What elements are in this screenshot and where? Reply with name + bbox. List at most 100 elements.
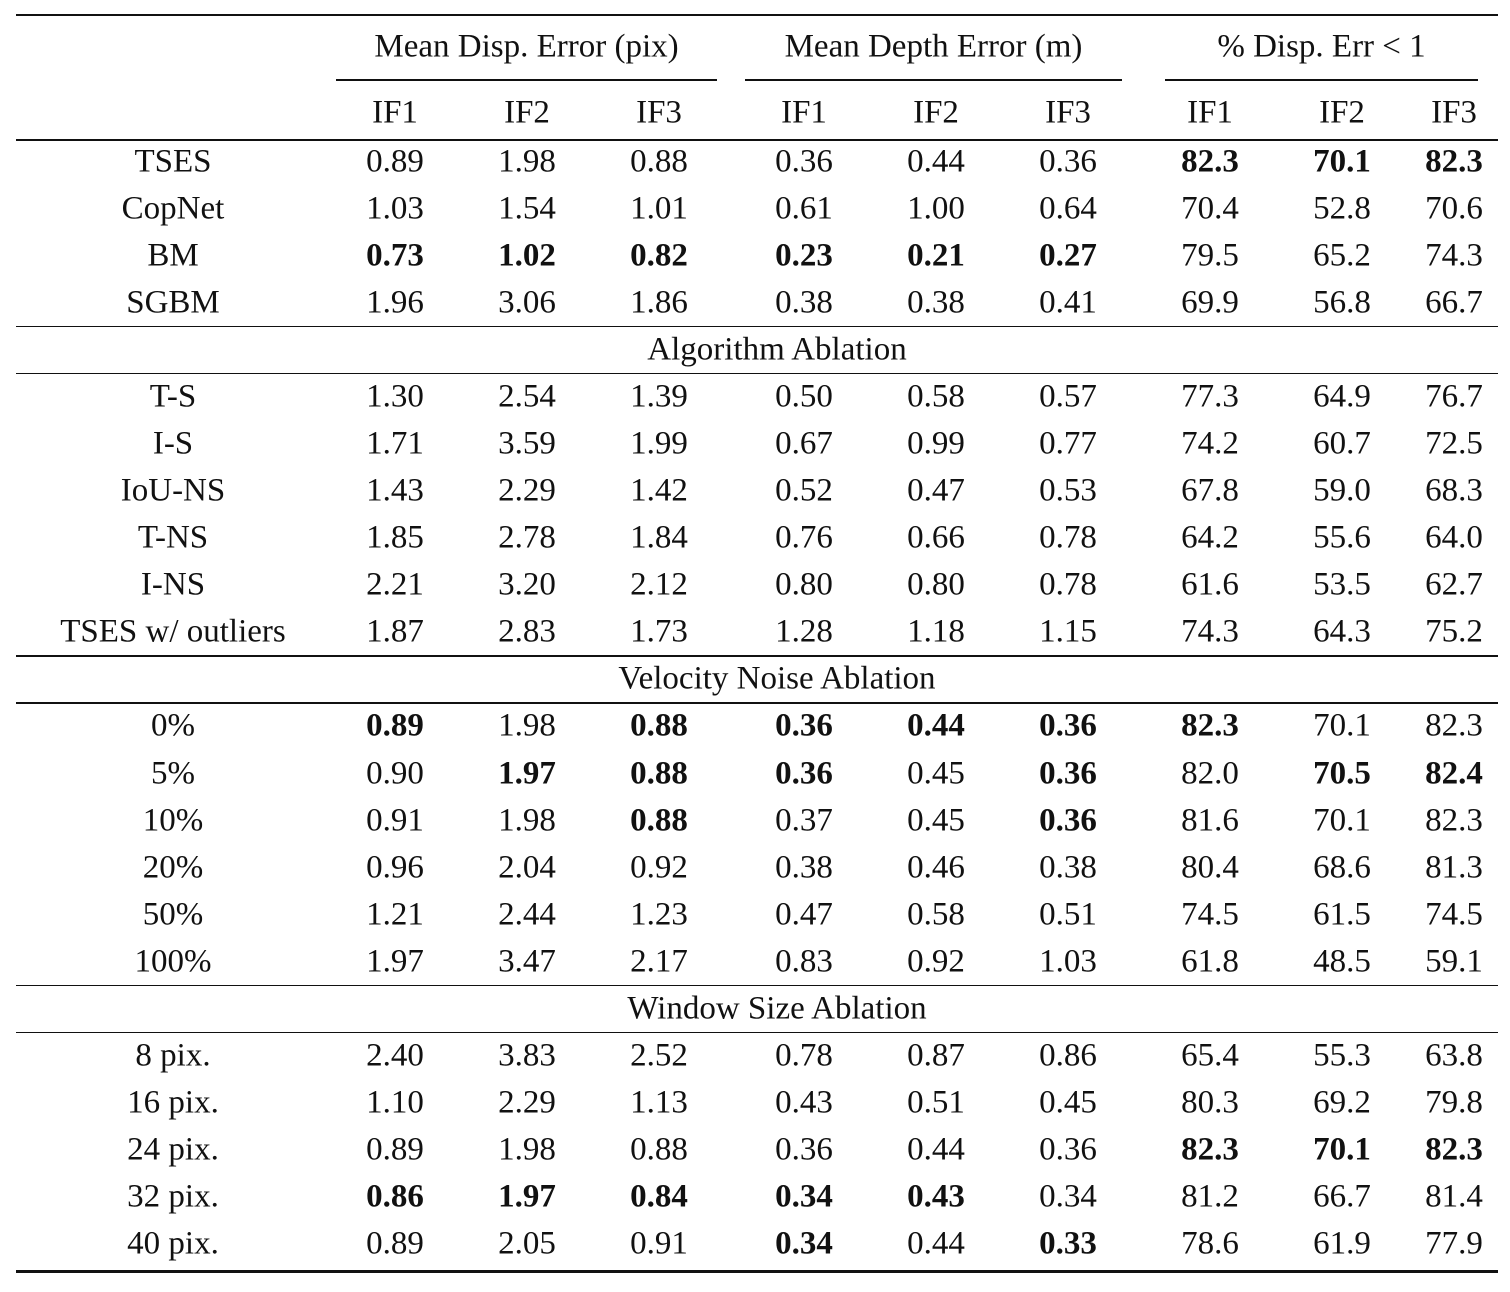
cell: 68.6 xyxy=(1313,849,1371,886)
cell: 81.6 xyxy=(1181,802,1239,839)
cell: 2.05 xyxy=(498,1225,556,1262)
cell: 67.8 xyxy=(1181,472,1239,509)
cell: 1.42 xyxy=(630,472,688,509)
cell: 65.4 xyxy=(1181,1037,1239,1074)
cell: 82.3 xyxy=(1425,1131,1483,1168)
cell: 0.47 xyxy=(907,472,965,509)
cell: 79.5 xyxy=(1181,237,1239,274)
cell: 0.91 xyxy=(366,802,424,839)
column-header: IF2 xyxy=(913,94,959,131)
cell: 0.53 xyxy=(1039,472,1097,509)
cell: 74.3 xyxy=(1181,613,1239,650)
cell: 70.1 xyxy=(1313,707,1371,744)
cell: 68.3 xyxy=(1425,472,1483,509)
group-header: Mean Disp. Error (pix) xyxy=(374,28,679,65)
cell: 1.84 xyxy=(630,519,688,556)
cell: 0.88 xyxy=(630,755,688,792)
column-header: IF1 xyxy=(1187,94,1233,131)
cell: 0.43 xyxy=(775,1084,833,1121)
cell: 0.86 xyxy=(366,1178,424,1215)
cell: 61.9 xyxy=(1313,1225,1371,1262)
cell: 0.47 xyxy=(775,896,833,933)
cell: 2.21 xyxy=(366,566,424,603)
cell: 0.36 xyxy=(1039,143,1097,180)
cell: 0.67 xyxy=(775,425,833,462)
cell: 0.84 xyxy=(630,1178,688,1215)
cell: 0.91 xyxy=(630,1225,688,1262)
cell: 0.43 xyxy=(907,1178,965,1215)
cell: 70.1 xyxy=(1313,143,1371,180)
cell: 0.34 xyxy=(775,1225,833,1262)
cell: 74.5 xyxy=(1181,896,1239,933)
row-label: 8 pix. xyxy=(135,1037,211,1074)
row-label: 0% xyxy=(151,707,195,744)
cell: 55.6 xyxy=(1313,519,1371,556)
row-label: 5% xyxy=(151,755,195,792)
cell: 0.23 xyxy=(775,237,833,274)
section-title: Window Size Ablation xyxy=(627,990,927,1027)
cell: 70.1 xyxy=(1313,802,1371,839)
top-rule xyxy=(16,13,1498,17)
section-rule xyxy=(16,325,1498,328)
cell: 75.2 xyxy=(1425,613,1483,650)
column-header: IF2 xyxy=(504,94,550,131)
cell: 70.4 xyxy=(1181,190,1239,227)
cell: 0.86 xyxy=(1039,1037,1097,1074)
cell: 0.36 xyxy=(775,1131,833,1168)
cell: 1.00 xyxy=(907,190,965,227)
cell: 2.12 xyxy=(630,566,688,603)
row-label: 16 pix. xyxy=(127,1084,219,1121)
cell: 74.3 xyxy=(1425,237,1483,274)
group-rule xyxy=(336,79,717,81)
row-label: T-NS xyxy=(137,519,209,556)
header-rule xyxy=(16,139,1498,141)
cell: 0.36 xyxy=(1039,802,1097,839)
section-rule xyxy=(16,702,1498,704)
cell: 60.7 xyxy=(1313,425,1371,462)
cell: 1.03 xyxy=(366,190,424,227)
row-label: 40 pix. xyxy=(127,1225,219,1262)
cell: 1.18 xyxy=(907,613,965,650)
section-rule xyxy=(16,1031,1498,1033)
cell: 0.36 xyxy=(1039,707,1097,744)
row-label: CopNet xyxy=(121,190,225,227)
cell: 61.6 xyxy=(1181,566,1239,603)
cell: 3.47 xyxy=(498,943,556,980)
cell: 82.3 xyxy=(1181,143,1239,180)
cell: 66.7 xyxy=(1313,1178,1371,1215)
cell: 2.40 xyxy=(366,1037,424,1074)
cell: 63.8 xyxy=(1425,1037,1483,1074)
cell: 0.27 xyxy=(1039,237,1097,274)
cell: 1.54 xyxy=(498,190,556,227)
cell: 81.2 xyxy=(1181,1178,1239,1215)
cell: 1.85 xyxy=(366,519,424,556)
cell: 59.0 xyxy=(1313,472,1371,509)
cell: 66.7 xyxy=(1425,284,1483,321)
cell: 2.17 xyxy=(630,943,688,980)
section-rule xyxy=(16,655,1498,657)
cell: 0.52 xyxy=(775,472,833,509)
row-label: TSES w/ outliers xyxy=(60,613,286,650)
cell: 0.34 xyxy=(1039,1178,1097,1215)
cell: 0.36 xyxy=(775,755,833,792)
section-title: Velocity Noise Ablation xyxy=(618,660,936,697)
cell: 1.97 xyxy=(498,755,556,792)
cell: 0.89 xyxy=(366,1131,424,1168)
cell: 77.9 xyxy=(1425,1225,1483,1262)
cell: 80.4 xyxy=(1181,849,1239,886)
cell: 0.89 xyxy=(366,707,424,744)
row-label: I-NS xyxy=(140,566,206,603)
cell: 0.44 xyxy=(907,143,965,180)
cell: 0.46 xyxy=(907,849,965,886)
cell: 55.3 xyxy=(1313,1037,1371,1074)
cell: 1.86 xyxy=(630,284,688,321)
cell: 0.45 xyxy=(907,802,965,839)
cell: 52.8 xyxy=(1313,190,1371,227)
row-label: IoU-NS xyxy=(120,472,226,509)
cell: 0.38 xyxy=(775,284,833,321)
cell: 77.3 xyxy=(1181,378,1239,415)
column-header: IF3 xyxy=(1045,94,1091,131)
cell: 82.3 xyxy=(1425,143,1483,180)
cell: 1.98 xyxy=(498,802,556,839)
column-header: IF2 xyxy=(1319,94,1365,131)
